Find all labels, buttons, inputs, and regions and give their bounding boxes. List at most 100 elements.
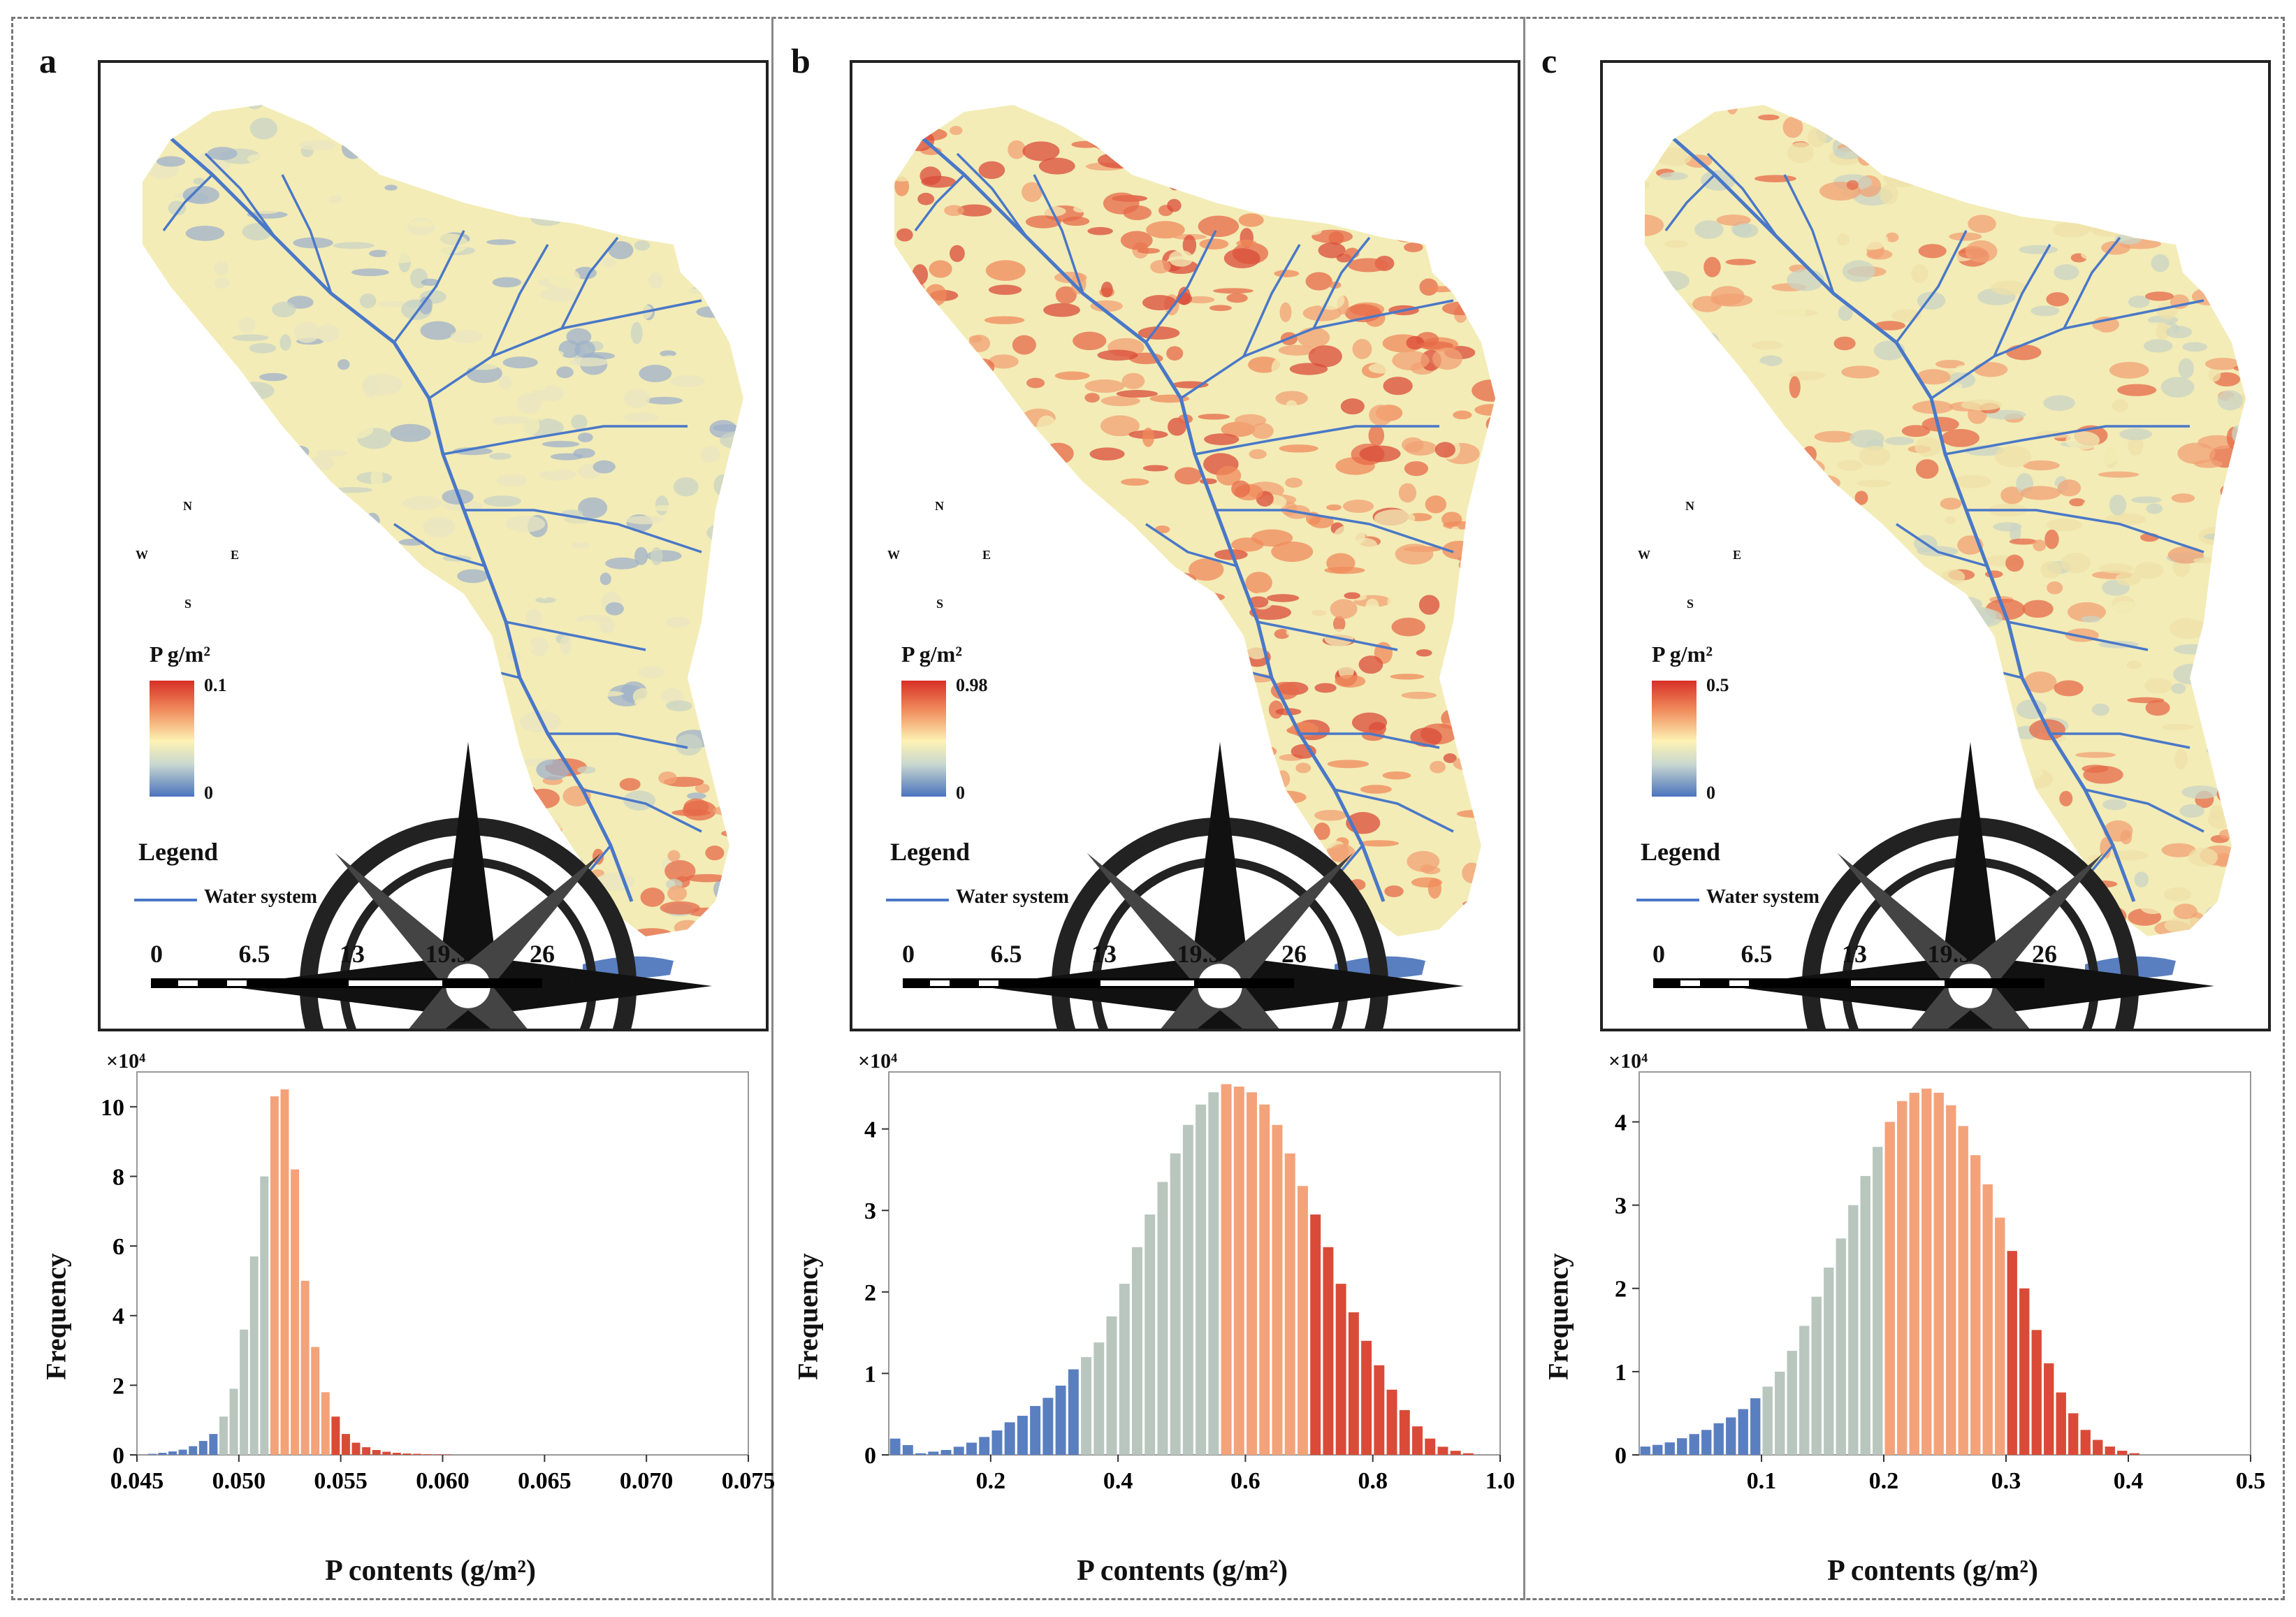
histogram-bar — [1811, 1296, 1822, 1455]
histogram-bar — [1157, 1182, 1168, 1455]
histogram-bar — [433, 1454, 442, 1455]
legend-title: Legend — [890, 838, 971, 866]
river-line — [1993, 244, 2051, 357]
y-exponent-label: ×10⁴ — [1608, 1050, 1648, 1073]
river-line — [464, 509, 702, 553]
histogram-bar — [331, 1416, 340, 1455]
river-line — [2063, 236, 2121, 329]
histogram-bar — [1348, 1312, 1359, 1455]
y-tick-label: 2 — [1615, 1277, 1627, 1303]
scale-unit: km — [1300, 965, 1337, 994]
histogram-bar — [270, 1096, 279, 1455]
compass-s: S — [1687, 597, 1694, 611]
x-tick-label: 0.060 — [416, 1468, 470, 1494]
histogram-bar — [1196, 1104, 1207, 1455]
y-tick-label: 6 — [112, 1234, 124, 1260]
histogram-bar — [382, 1451, 391, 1455]
histogram-svg: 0 1 2 3 4 0.1 0.2 0.3 0.4 0.5 — [1615, 1071, 2266, 1494]
x-tick-label: 0.055 — [314, 1468, 367, 1494]
colorbar-title: P g/m² — [901, 641, 962, 667]
histogram-bar — [1787, 1351, 1797, 1455]
river-line — [1312, 236, 1371, 329]
watershed-map: N S E W P g/m² 0.98 0 Legend Water syste… — [850, 60, 1520, 1031]
river-line — [956, 152, 1029, 239]
histogram-bar — [1836, 1238, 1846, 1455]
figure-frame — [11, 17, 2285, 1600]
histogram-bar — [1145, 1214, 1156, 1455]
histogram-bar — [2068, 1413, 2079, 1455]
histogram-bar — [1335, 1284, 1346, 1455]
river-line — [1334, 788, 1454, 833]
colorbar-min: 0 — [204, 783, 213, 803]
scale-label-3: 19.5 — [1927, 940, 1972, 968]
scale-label-2: 13 — [340, 940, 365, 968]
histogram-bar — [1860, 1175, 1870, 1455]
compass-rose-icon: N S E W — [1638, 499, 2215, 1029]
compass-rose-icon: N S E W — [887, 499, 1465, 1029]
histogram-bar — [168, 1451, 177, 1455]
y-tick-label: 8 — [112, 1164, 124, 1190]
panel-letter: b — [791, 41, 811, 80]
histogram-bar — [1081, 1357, 1092, 1455]
x-tick-label: 0.070 — [620, 1468, 674, 1494]
histogram-bar — [1958, 1126, 1968, 1455]
x-tick-label: 0.3 — [1991, 1468, 2021, 1494]
histogram-bar — [1824, 1267, 1834, 1455]
river-line — [1145, 230, 1217, 344]
scale-label-3: 19.5 — [1177, 940, 1221, 968]
histogram-bar — [1323, 1247, 1334, 1455]
histogram-bar — [1412, 1426, 1423, 1455]
y-tick-label: 2 — [112, 1373, 124, 1399]
panel-letter: c — [1541, 41, 1557, 80]
y-tick-label: 2 — [864, 1280, 876, 1306]
histogram-bar — [178, 1449, 187, 1455]
histogram-bar — [940, 1450, 952, 1455]
map-canvas — [143, 105, 743, 978]
panel-divider-2 — [1523, 17, 1525, 1600]
histogram-bar — [1297, 1186, 1308, 1455]
river-line — [204, 152, 277, 239]
river-line — [1194, 425, 1439, 456]
histogram-bar — [902, 1445, 913, 1455]
histogram-chart: 0 2 4 6 8 10 0.045 0.050 0.055 0.060 0.065 0.070 0.0… — [39, 1044, 787, 1596]
histogram-svg: 0 2 4 6 8 10 0.045 0.050 0.055 0.060 0.065 0.070 0.0… — [101, 1071, 775, 1494]
watershed-map: N S E W P g/m² 0.5 0 Legend Water system… — [1600, 60, 2271, 1031]
histogram-bar — [413, 1453, 422, 1455]
river-line — [162, 173, 214, 232]
x-tick-label: 0.5 — [2236, 1468, 2266, 1494]
histogram-bar — [1946, 1105, 1956, 1455]
river-line — [548, 732, 688, 749]
river-line — [393, 230, 465, 344]
scale-label-1: 6.5 — [990, 940, 1022, 968]
scale-bar — [1653, 978, 2044, 988]
scale-label-4: 26 — [1281, 940, 1307, 968]
histogram-bar — [402, 1453, 412, 1455]
histogram-bar — [1909, 1092, 1919, 1455]
histogram-bar — [1425, 1438, 1436, 1455]
y-tick-label: 0 — [1615, 1443, 1627, 1469]
x-tick-label: 0.2 — [1869, 1468, 1899, 1494]
compass-s: S — [184, 597, 192, 611]
scale-label-4: 26 — [2032, 940, 2057, 968]
histogram-bar — [219, 1416, 228, 1455]
histogram-bar — [423, 1454, 432, 1455]
histogram-bar — [1762, 1386, 1773, 1455]
river-line — [2050, 732, 2190, 749]
river-line — [442, 425, 688, 456]
y-axis-title: Frequency — [792, 1253, 824, 1380]
river-line — [1895, 230, 1968, 344]
scale-label-0: 0 — [1652, 940, 1665, 968]
legend-water-line-icon — [1636, 899, 1699, 901]
histogram-bar — [1284, 1153, 1295, 1455]
scale-label-4: 26 — [530, 940, 555, 968]
histogram-svg: 0 1 2 3 4 0.2 0.4 0.6 0.8 1.0 — [864, 1071, 1515, 1494]
histogram-bar — [2031, 1330, 2042, 1455]
x-axis-title: P contents (g/m²) — [1827, 1555, 2038, 1587]
histogram-bar — [1386, 1389, 1397, 1455]
histogram-bar — [2105, 1446, 2115, 1455]
y-tick-label: 4 — [112, 1304, 124, 1330]
histogram-bar — [1689, 1434, 1699, 1455]
histogram-bar — [1259, 1104, 1270, 1455]
compass-n: N — [183, 499, 192, 513]
panel-a: a N S E W P g/m² 0.1 0 — [39, 17, 787, 1600]
